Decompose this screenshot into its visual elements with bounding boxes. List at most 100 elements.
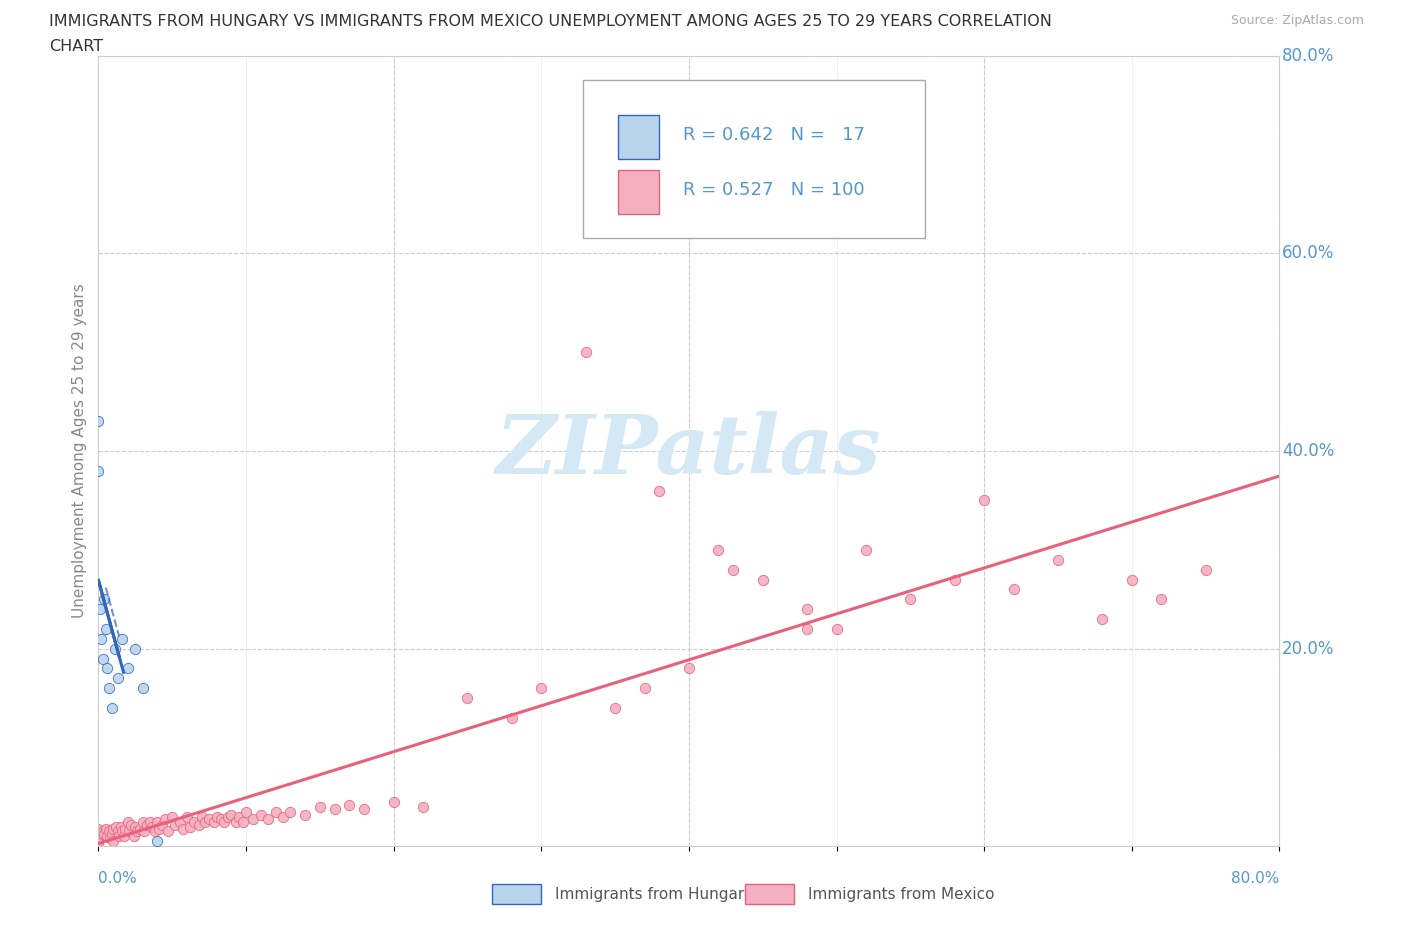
Point [271, 809, 294, 824]
Point [1046, 552, 1070, 567]
Point [634, 681, 657, 696]
Point [678, 661, 700, 676]
Point [122, 829, 145, 844]
Point [94, 821, 117, 836]
Point [973, 493, 995, 508]
Point [96, 829, 118, 844]
Point [132, 814, 155, 829]
Y-axis label: Unemployment Among Ages 25 to 29 years: Unemployment Among Ages 25 to 29 years [72, 284, 87, 618]
Point [242, 811, 264, 826]
Point [353, 802, 375, 817]
Point [825, 621, 848, 636]
Point [108, 829, 131, 844]
Point [93, 827, 115, 842]
Text: R = 0.527   N = 100: R = 0.527 N = 100 [683, 181, 865, 199]
Point [217, 809, 239, 824]
Point [87, 821, 110, 836]
Point [104, 642, 127, 657]
Text: IMMIGRANTS FROM HUNGARY VS IMMIGRANTS FROM MEXICO UNEMPLOYMENT AMONG AGES 25 TO : IMMIGRANTS FROM HUNGARY VS IMMIGRANTS FR… [49, 14, 1052, 29]
FancyBboxPatch shape [619, 170, 659, 214]
Point [128, 821, 150, 836]
Point [87, 824, 110, 839]
Point [97, 681, 120, 696]
Point [257, 811, 280, 826]
Point [94, 621, 117, 636]
Point [87, 836, 110, 851]
Point [117, 661, 139, 676]
Point [114, 821, 136, 836]
Point [209, 811, 232, 826]
Point [235, 804, 257, 819]
Point [309, 800, 332, 815]
Point [141, 819, 163, 834]
Point [194, 814, 217, 829]
Point [707, 542, 730, 557]
Point [90, 631, 112, 646]
Point [111, 824, 134, 839]
Point [118, 824, 141, 839]
Point [457, 691, 479, 706]
Text: 40.0%: 40.0% [1282, 442, 1334, 460]
Point [139, 814, 162, 829]
Point [176, 809, 198, 824]
Point [339, 797, 361, 812]
Text: ZIPatlas: ZIPatlas [496, 411, 882, 491]
Point [103, 834, 125, 849]
Point [87, 827, 110, 842]
Point [162, 809, 183, 824]
Point [169, 814, 191, 829]
Point [530, 681, 553, 696]
Point [191, 809, 214, 824]
Point [107, 671, 129, 685]
Point [111, 631, 134, 646]
Point [153, 811, 176, 826]
Point [796, 621, 818, 636]
Point [232, 814, 254, 829]
Point [202, 814, 225, 829]
Point [1091, 612, 1114, 627]
Point [198, 811, 221, 826]
Point [96, 661, 118, 676]
Point [221, 807, 243, 822]
Point [648, 484, 671, 498]
Point [132, 681, 155, 696]
Point [165, 817, 187, 832]
Text: R = 0.642   N =   17: R = 0.642 N = 17 [683, 126, 865, 144]
Point [752, 572, 775, 587]
Point [264, 804, 287, 819]
Point [146, 814, 169, 829]
Point [205, 809, 228, 824]
Point [87, 463, 110, 478]
Text: 60.0%: 60.0% [1282, 245, 1334, 262]
Point [1002, 582, 1025, 597]
Text: CHART: CHART [49, 39, 103, 54]
Point [110, 819, 132, 834]
Point [87, 834, 110, 849]
Point [796, 602, 818, 617]
Point [1121, 572, 1143, 587]
Point [87, 834, 110, 849]
Point [148, 821, 170, 836]
Point [120, 817, 142, 832]
Point [605, 700, 627, 715]
FancyBboxPatch shape [619, 115, 659, 159]
Point [943, 572, 966, 587]
Point [105, 819, 128, 834]
Point [91, 651, 114, 666]
Point [187, 817, 209, 832]
Point [501, 711, 523, 725]
Point [900, 591, 922, 606]
Point [228, 809, 250, 824]
Point [280, 804, 302, 819]
Point [107, 824, 129, 839]
Point [87, 831, 110, 846]
Point [1195, 562, 1218, 577]
Point [250, 807, 273, 822]
Point [172, 821, 194, 836]
Text: Immigrants from Hungary: Immigrants from Hungary [555, 887, 754, 902]
Point [855, 542, 877, 557]
Point [212, 814, 235, 829]
Point [98, 831, 121, 846]
Point [97, 824, 120, 839]
Point [136, 817, 159, 832]
